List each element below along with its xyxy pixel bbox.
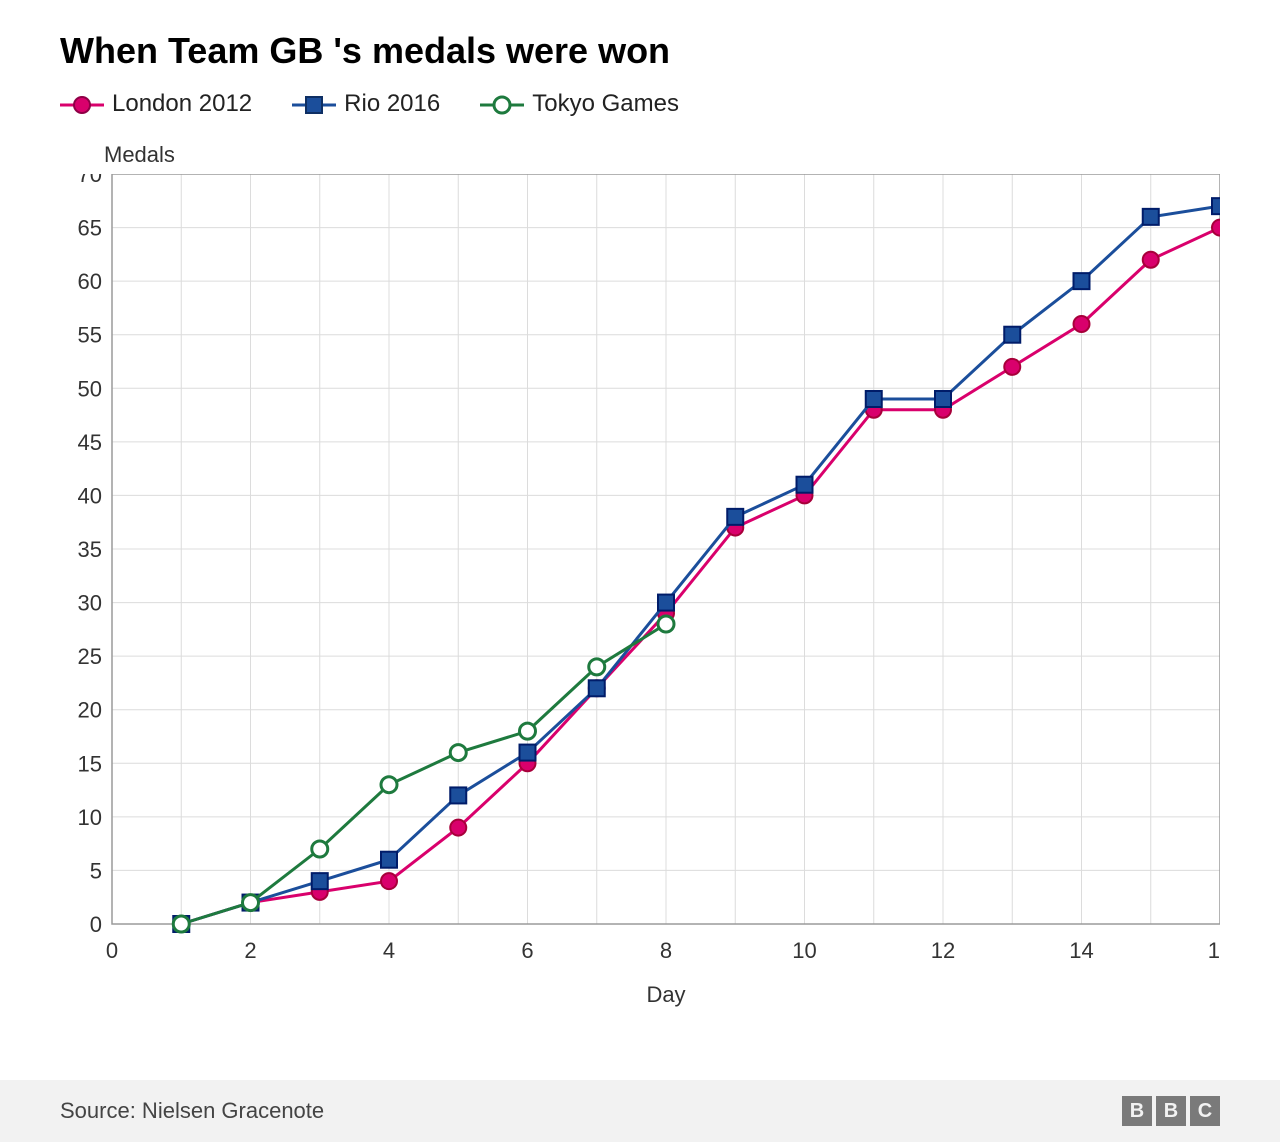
legend-item-tokyo: Tokyo Games — [480, 90, 679, 118]
y-tick-label: 15 — [78, 751, 102, 776]
y-tick-label: 70 — [78, 174, 102, 187]
y-tick-label: 25 — [78, 644, 102, 669]
legend-label-rio: Rio 2016 — [344, 90, 440, 118]
y-axis-title: Medals — [104, 142, 1220, 168]
x-tick-label: 8 — [660, 938, 672, 963]
y-tick-label: 10 — [78, 805, 102, 830]
y-tick-label: 40 — [78, 483, 102, 508]
chart-title: When Team GB 's medals were won — [60, 30, 1220, 72]
legend-swatch-london — [60, 94, 104, 114]
marker-tokyo — [450, 745, 466, 761]
marker-rio2016 — [727, 509, 743, 525]
y-tick-label: 5 — [90, 858, 102, 883]
bbc-logo-b1: B — [1122, 1096, 1152, 1126]
marker-tokyo — [520, 723, 536, 739]
x-tick-label: 0 — [106, 938, 118, 963]
legend-label-tokyo: Tokyo Games — [532, 90, 679, 118]
x-tick-label: 16 — [1208, 938, 1220, 963]
bbc-logo: B B C — [1122, 1096, 1220, 1126]
marker-tokyo — [243, 895, 259, 911]
marker-rio2016 — [450, 787, 466, 803]
chart-container: When Team GB 's medals were won London 2… — [0, 0, 1280, 1142]
series-line-london2012 — [181, 228, 1220, 924]
x-tick-label: 4 — [383, 938, 395, 963]
x-tick-label: 10 — [792, 938, 816, 963]
legend: London 2012 Rio 2016 Tokyo Games — [60, 90, 1220, 118]
marker-tokyo — [589, 659, 605, 675]
y-tick-label: 50 — [78, 376, 102, 401]
marker-tokyo — [173, 916, 189, 932]
y-tick-label: 60 — [78, 269, 102, 294]
marker-rio2016 — [589, 680, 605, 696]
marker-london2012 — [1212, 220, 1220, 236]
legend-item-london: London 2012 — [60, 90, 252, 118]
y-tick-label: 20 — [78, 698, 102, 723]
source-text: Source: Nielsen Gracenote — [60, 1098, 324, 1124]
legend-item-rio: Rio 2016 — [292, 90, 440, 118]
y-tick-label: 30 — [78, 591, 102, 616]
marker-rio2016 — [1004, 327, 1020, 343]
marker-rio2016 — [866, 391, 882, 407]
legend-swatch-tokyo — [480, 94, 524, 114]
marker-rio2016 — [935, 391, 951, 407]
bbc-logo-c: C — [1190, 1096, 1220, 1126]
marker-london2012 — [1143, 252, 1159, 268]
chart-plot-area: 0 5 10 15 20 25 30 35 40 45 50 55 60 65 70 0 2 4 6 8 10 12 14 1… — [60, 174, 1220, 994]
marker-rio2016 — [658, 595, 674, 611]
x-tick-label: 12 — [931, 938, 955, 963]
marker-rio2016 — [1212, 198, 1220, 214]
marker-rio2016 — [312, 873, 328, 889]
footer-bar: Source: Nielsen Gracenote B B C — [0, 1080, 1280, 1142]
series-line-rio2016 — [181, 206, 1220, 924]
marker-london2012 — [1004, 359, 1020, 375]
marker-london2012 — [381, 873, 397, 889]
marker-tokyo — [381, 777, 397, 793]
bbc-logo-b2: B — [1156, 1096, 1186, 1126]
marker-tokyo — [658, 616, 674, 632]
marker-tokyo — [312, 841, 328, 857]
marker-rio2016 — [1074, 273, 1090, 289]
marker-london2012 — [450, 820, 466, 836]
marker-rio2016 — [1143, 209, 1159, 225]
x-tick-label: 2 — [244, 938, 256, 963]
legend-swatch-rio — [292, 94, 336, 114]
y-tick-label: 35 — [78, 537, 102, 562]
y-tick-label: 45 — [78, 430, 102, 455]
x-tick-label: 6 — [521, 938, 533, 963]
legend-label-london: London 2012 — [112, 90, 252, 118]
y-tick-label: 0 — [90, 912, 102, 937]
x-tick-label: 14 — [1069, 938, 1093, 963]
marker-rio2016 — [797, 477, 813, 493]
y-tick-label: 65 — [78, 216, 102, 241]
marker-rio2016 — [520, 745, 536, 761]
chart-svg: 0 5 10 15 20 25 30 35 40 45 50 55 60 65 70 0 2 4 6 8 10 12 14 1… — [60, 174, 1220, 1034]
marker-rio2016 — [381, 852, 397, 868]
x-axis-title: Day — [646, 982, 685, 1007]
y-tick-label: 55 — [78, 323, 102, 348]
marker-london2012 — [1074, 316, 1090, 332]
